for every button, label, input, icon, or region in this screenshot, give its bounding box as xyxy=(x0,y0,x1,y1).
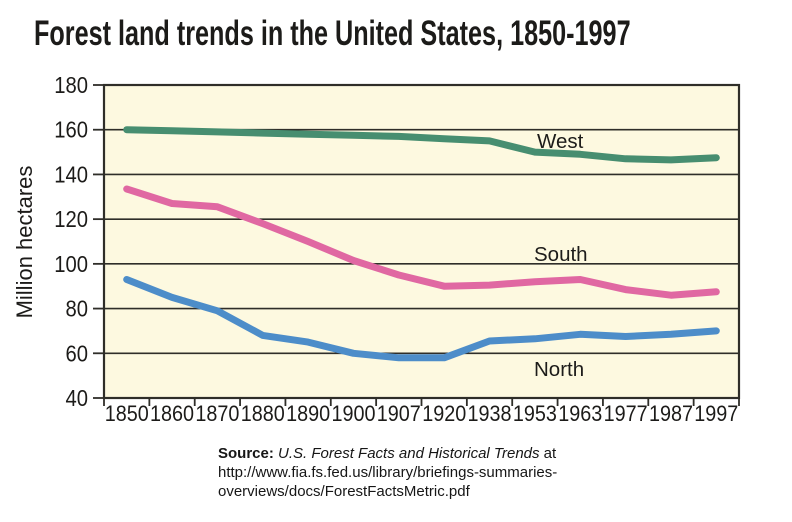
y-axis-label-80: 80 xyxy=(65,295,88,322)
source-url-line1: http://www.fia.fs.fed.us/library/briefin… xyxy=(218,464,558,481)
west-series-label: West xyxy=(537,130,584,153)
x-axis-label-1860: 1860 xyxy=(150,402,194,426)
north-series-label: North xyxy=(534,358,584,381)
x-axis-label-1953: 1953 xyxy=(513,402,557,426)
west-line xyxy=(123,126,720,164)
x-axis-label-1890: 1890 xyxy=(286,402,330,426)
x-axis-label-1997: 1997 xyxy=(694,402,738,426)
x-axis-label-1987: 1987 xyxy=(649,402,693,426)
source-connector: at xyxy=(543,445,557,462)
y-axis-label-100: 100 xyxy=(54,251,88,278)
y-axis-label-120: 120 xyxy=(54,206,88,233)
x-axis-label-1963: 1963 xyxy=(558,402,602,426)
x-axis-label-1938: 1938 xyxy=(467,402,511,426)
x-axis-label-1880: 1880 xyxy=(241,402,285,426)
source-work-title: U.S. Forest Facts and Historical Trends xyxy=(278,445,540,462)
source-label: Source: xyxy=(218,445,274,462)
source-citation: Source: U.S. Forest Facts and Historical… xyxy=(218,444,618,501)
y-axis-label-180: 180 xyxy=(54,72,88,99)
y-axis-title: Million hectares xyxy=(12,166,37,319)
x-axis-label-1900: 1900 xyxy=(331,402,375,426)
x-axis-label-1907: 1907 xyxy=(377,402,421,426)
y-axis-label-160: 160 xyxy=(54,116,88,143)
south-line xyxy=(123,185,720,299)
south-series-label: South xyxy=(534,243,588,266)
source-url-line2: overviews/docs/ForestFactsMetric.pdf xyxy=(218,483,470,500)
x-axis-label-1870: 1870 xyxy=(195,402,239,426)
x-axis-label-1850: 1850 xyxy=(105,402,149,426)
x-axis-label-1977: 1977 xyxy=(604,402,648,426)
north-line xyxy=(123,276,720,362)
chart-title: Forest land trends in the United States,… xyxy=(34,14,631,53)
y-axis-label-40: 40 xyxy=(65,385,88,412)
x-axis-label-1920: 1920 xyxy=(422,402,466,426)
y-axis-label-140: 140 xyxy=(54,161,88,188)
y-axis-label-60: 60 xyxy=(65,340,88,367)
